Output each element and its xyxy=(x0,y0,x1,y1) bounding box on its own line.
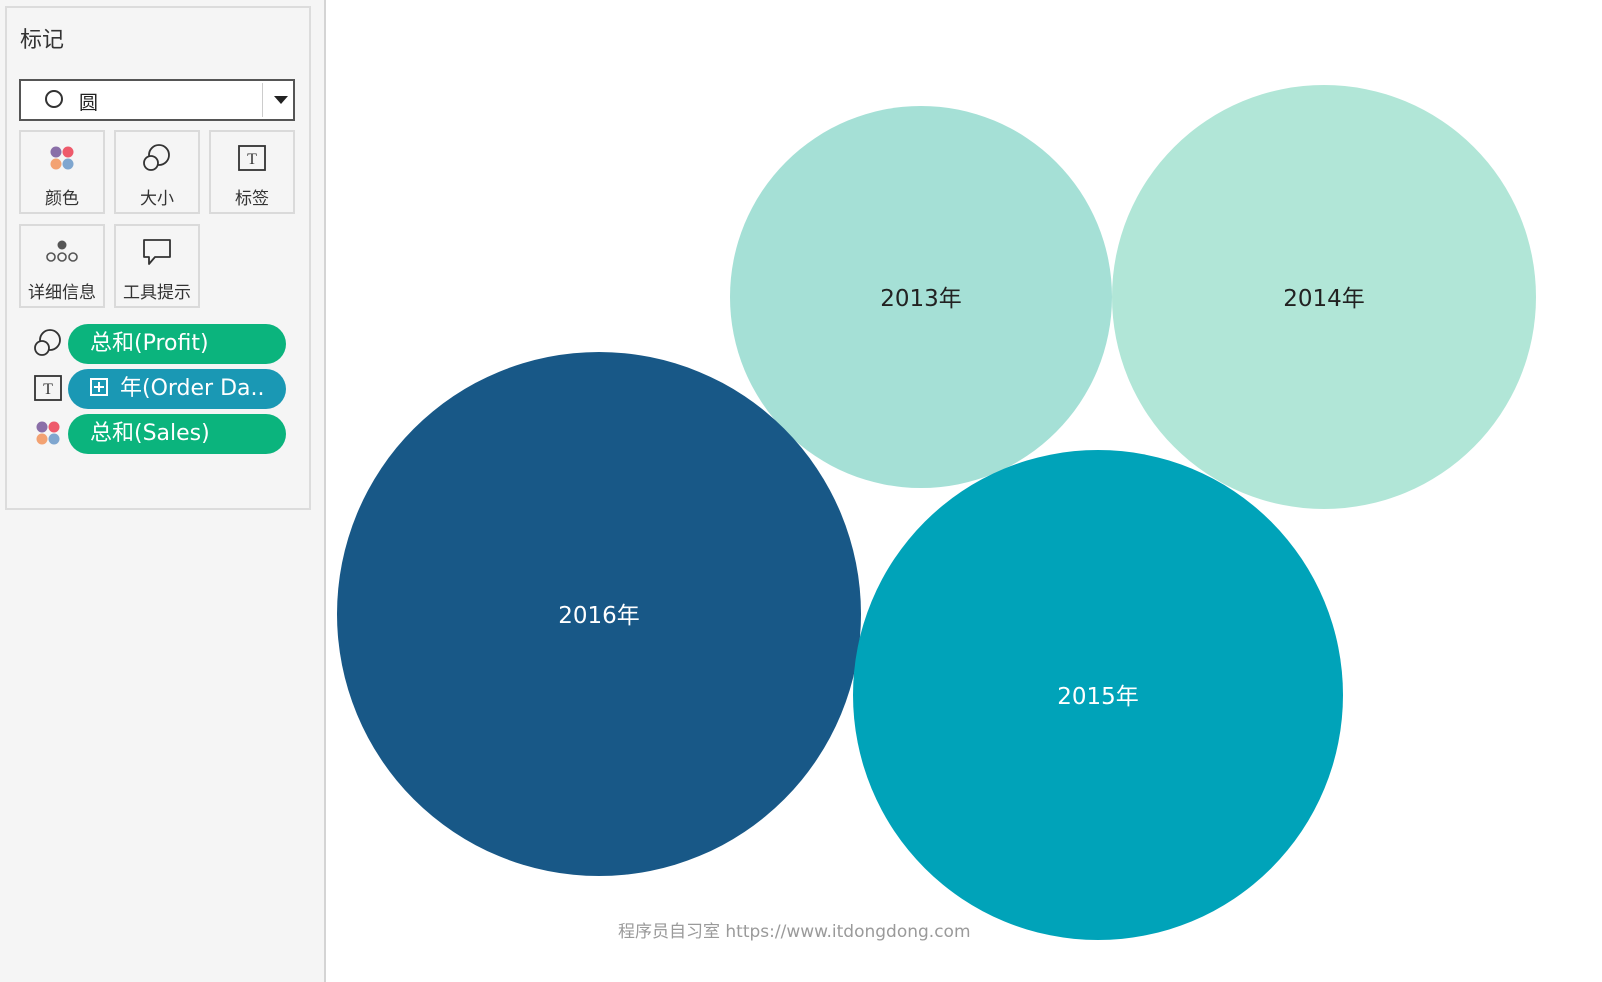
detail-dots-icon xyxy=(21,236,103,268)
bubble-label-2016: 2016年 xyxy=(558,603,640,629)
bubble-chart-view: 2013年 2014年 2016年 2015年 xyxy=(326,0,1602,982)
svg-text:T: T xyxy=(247,151,257,168)
pill-row-label: T 年(Order Da.. xyxy=(7,369,313,409)
marks-card-title: 标记 xyxy=(20,28,65,53)
label-button[interactable]: T 标签 xyxy=(209,130,295,214)
color-dots-icon xyxy=(21,142,103,174)
watermark: 程序员自习室 https://www.itdongdong.com xyxy=(618,922,971,942)
size-button-label: 大小 xyxy=(140,189,174,209)
marks-card: 标记 圆 颜色 xyxy=(5,6,311,510)
circle-outline-icon xyxy=(45,90,63,108)
dropdown-divider xyxy=(262,83,263,117)
color-button-label: 颜色 xyxy=(45,189,79,209)
size-circles-icon xyxy=(116,142,198,174)
bubble-label-2014: 2014年 xyxy=(1283,286,1365,312)
tooltip-bubble-icon xyxy=(116,236,198,268)
chevron-down-icon[interactable] xyxy=(274,96,288,104)
size-circles-icon[interactable] xyxy=(33,328,63,358)
bubble-chart-svg: 2013年 2014年 2016年 2015年 xyxy=(337,85,1536,940)
svg-text:T: T xyxy=(43,381,53,398)
size-button[interactable]: 大小 xyxy=(114,130,200,214)
size-field-pill-label: 总和(Profit) xyxy=(90,331,209,356)
detail-button-label: 详细信息 xyxy=(28,283,96,303)
bubble-2016[interactable] xyxy=(337,352,861,876)
bubble-label-2015: 2015年 xyxy=(1057,684,1139,710)
pill-row-size: 总和(Profit) xyxy=(7,324,313,364)
text-label-icon[interactable]: T xyxy=(33,373,63,403)
tooltip-button[interactable]: 工具提示 xyxy=(114,224,200,308)
size-field-pill[interactable]: 总和(Profit) xyxy=(68,324,286,364)
detail-button[interactable]: 详细信息 xyxy=(19,224,105,308)
bubble-2014[interactable] xyxy=(1112,85,1536,509)
plus-box-icon[interactable] xyxy=(90,378,108,396)
color-dots-icon[interactable] xyxy=(33,418,63,448)
label-field-pill[interactable]: 年(Order Da.. xyxy=(68,369,286,409)
mark-type-dropdown[interactable]: 圆 xyxy=(19,79,295,121)
sidebar: 标记 圆 颜色 xyxy=(0,0,326,982)
label-field-pill-label: 年(Order Da.. xyxy=(120,376,265,401)
color-field-pill-label: 总和(Sales) xyxy=(90,421,210,446)
bubble-2015[interactable] xyxy=(853,450,1343,940)
bubble-label-2013: 2013年 xyxy=(880,286,962,312)
color-field-pill[interactable]: 总和(Sales) xyxy=(68,414,286,454)
text-label-icon: T xyxy=(211,142,293,174)
tooltip-button-label: 工具提示 xyxy=(123,283,191,303)
color-button[interactable]: 颜色 xyxy=(19,130,105,214)
label-button-label: 标签 xyxy=(235,189,269,209)
bubble-2013[interactable] xyxy=(730,106,1112,488)
pill-row-color: 总和(Sales) xyxy=(7,414,313,454)
mark-type-label: 圆 xyxy=(79,92,99,114)
